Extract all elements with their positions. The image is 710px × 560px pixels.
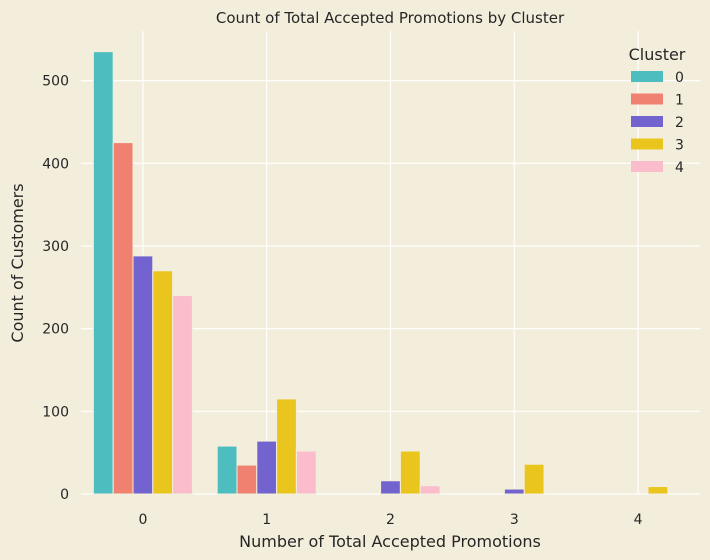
bar-cluster-4-cat-1 xyxy=(295,450,317,495)
legend-label-1: 1 xyxy=(675,93,684,109)
bar-cluster-2-cat-1 xyxy=(256,440,278,495)
legend-swatch-0 xyxy=(631,71,663,82)
bar-cluster-2-cat-3 xyxy=(503,488,525,495)
bar-cluster-1-cat-0 xyxy=(112,142,134,495)
bar-cluster-3-cat-2 xyxy=(399,450,421,495)
x-axis-label: Number of Total Accepted Promotions xyxy=(239,532,541,551)
x-tick-label: 2 xyxy=(386,512,395,528)
bar-cluster-2-cat-2 xyxy=(380,480,401,495)
chart-title: Count of Total Accepted Promotions by Cl… xyxy=(216,9,565,27)
y-axis-label: Count of Customers xyxy=(8,183,27,342)
y-tick-label: 300 xyxy=(42,239,69,255)
y-tick-label: 400 xyxy=(42,156,69,172)
bar-cluster-2-cat-0 xyxy=(132,255,154,495)
y-axis-ticks: 0 100 200 300 400 500 xyxy=(42,74,69,503)
y-tick-label: 500 xyxy=(42,74,69,90)
y-tick-label: 0 xyxy=(60,487,69,503)
legend-swatch-2 xyxy=(631,116,663,127)
bars xyxy=(92,51,669,495)
bar-cluster-3-cat-1 xyxy=(276,398,297,495)
legend-swatch-1 xyxy=(631,93,663,105)
x-tick-label: 4 xyxy=(634,512,643,528)
y-tick-label: 100 xyxy=(42,404,69,420)
bar-cluster-0-cat-0 xyxy=(92,51,114,495)
legend-swatch-4 xyxy=(631,161,663,172)
legend-label-2: 2 xyxy=(675,115,684,131)
bar-cluster-4-cat-0 xyxy=(172,295,193,495)
bar-cluster-3-cat-4 xyxy=(647,486,669,495)
y-tick-label: 200 xyxy=(42,322,69,338)
x-tick-label: 1 xyxy=(262,512,271,528)
legend-label-3: 3 xyxy=(675,138,684,154)
bar-cluster-1-cat-1 xyxy=(236,464,258,495)
bar-cluster-3-cat-3 xyxy=(523,463,545,495)
x-tick-label: 3 xyxy=(510,512,519,528)
bar-cluster-4-cat-2 xyxy=(419,485,441,495)
x-axis-ticks: 0 1 2 3 4 xyxy=(138,512,642,528)
bar-cluster-0-cat-1 xyxy=(216,445,238,495)
legend-swatch-3 xyxy=(631,138,663,150)
legend-items: 0 1 2 3 4 xyxy=(631,70,684,176)
legend-title: Cluster xyxy=(629,45,686,64)
bar-cluster-3-cat-0 xyxy=(152,270,174,495)
legend-label-0: 0 xyxy=(675,70,684,86)
legend-label-4: 4 xyxy=(675,160,684,176)
x-tick-label: 0 xyxy=(138,512,147,528)
legend: Cluster 0 1 2 3 4 xyxy=(629,45,686,176)
